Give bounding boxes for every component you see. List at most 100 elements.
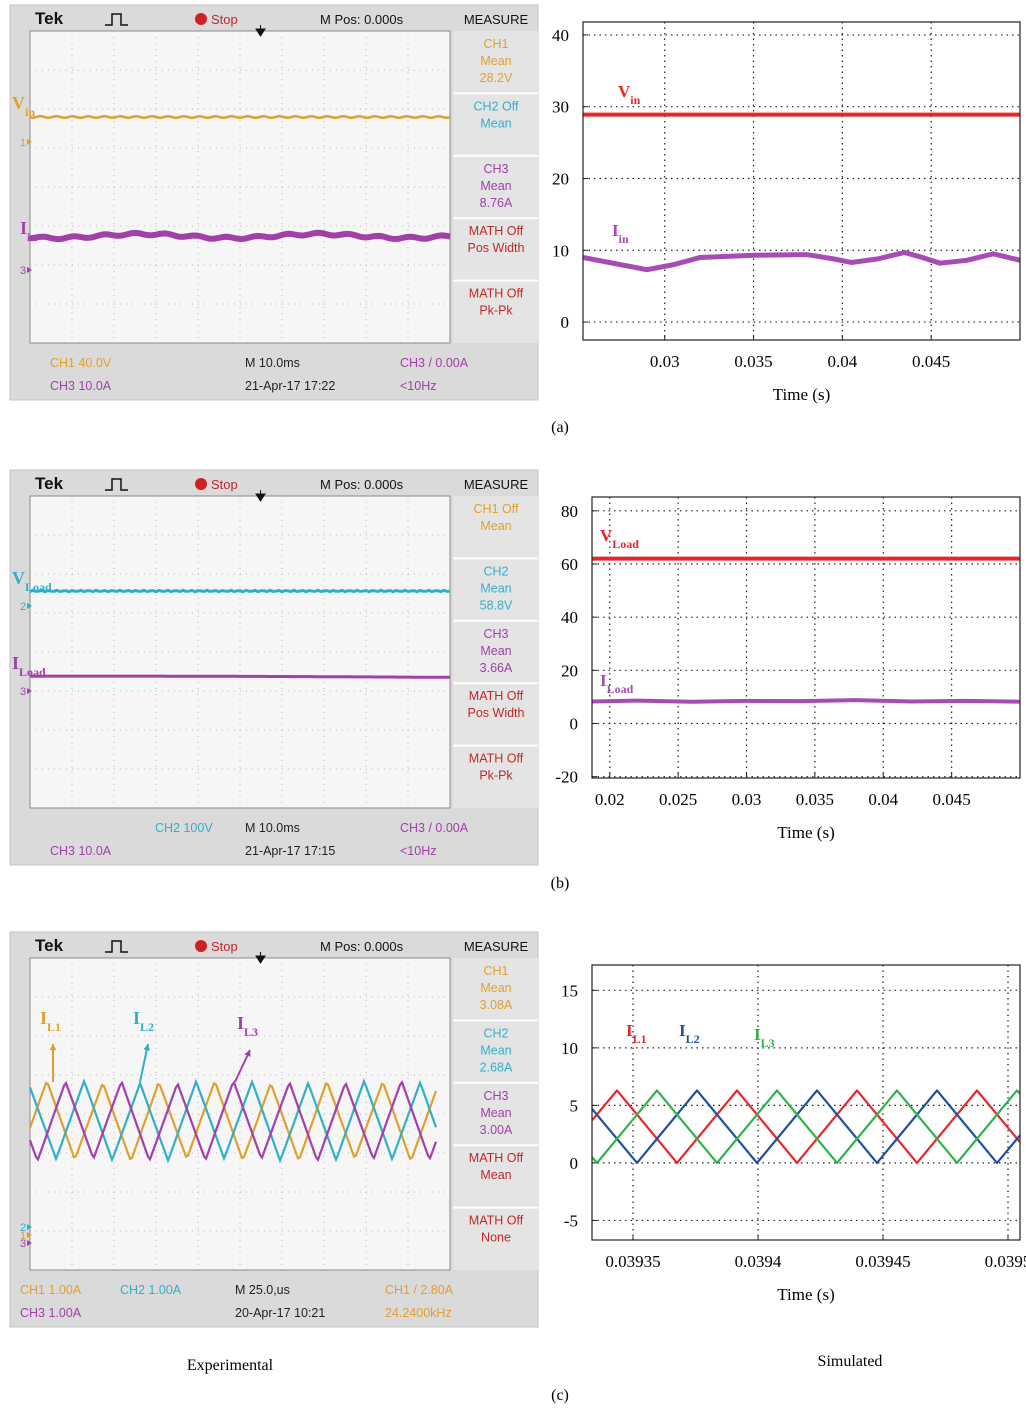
measure-text: MATH Off [469, 689, 524, 703]
measure-text: 3.00A [480, 1123, 513, 1137]
plot-area [583, 22, 1020, 340]
measure-text: 8.76A [480, 196, 513, 210]
channel-marker: 2 [20, 601, 26, 613]
signal-label-subscript: in [27, 230, 37, 244]
measure-text: Mean [480, 116, 511, 130]
scope-footer-text: CH3 1.00A [20, 1306, 82, 1320]
x-axis-label: Time (s) [777, 823, 834, 842]
scope-status: Stop [211, 477, 238, 492]
scope-footer-text: CH3 10.0A [50, 379, 112, 393]
measure-text: MATH Off [469, 224, 524, 238]
x-tick-label: 0.0395 [985, 1252, 1026, 1271]
caption: Experimental [187, 1357, 274, 1374]
measure-text: None [481, 1231, 511, 1245]
oscilloscope-screenshot: TekStopM Pos: 0.000sMEASURECH1 OffMeanCH… [10, 470, 538, 865]
scope-footer-text: 21-Apr-17 17:15 [245, 844, 335, 858]
signal-label-name: V [12, 93, 25, 113]
scope-mpos: M Pos: 0.000s [320, 939, 404, 954]
scope-footer-text: M 10.0ms [245, 821, 300, 835]
measure-text: Mean [480, 581, 511, 595]
scope-footer-text: CH2 1.00A [120, 1283, 182, 1297]
x-tick-label: 0.03935 [605, 1252, 660, 1271]
x-tick-label: 0.025 [659, 790, 697, 809]
measure-text: CH1 [483, 37, 508, 51]
measure-text: CH1 Off [474, 502, 519, 516]
measure-text: Mean [480, 644, 511, 658]
x-tick-label: 0.03 [650, 352, 680, 371]
scope-brand: Tek [35, 936, 64, 955]
channel-marker: 3 [20, 1238, 26, 1250]
oscilloscope-screenshot: TekStopM Pos: 0.000sMEASURECH1Mean3.08AC… [10, 932, 538, 1327]
x-tick-label: 0.03945 [855, 1252, 910, 1271]
scope-footer-text: <10Hz [400, 844, 436, 858]
stop-indicator [195, 478, 207, 490]
measure-text: Pos Width [468, 241, 525, 255]
channel-marker: 1 [20, 137, 26, 149]
scope-footer-text: CH3 10.0A [50, 844, 112, 858]
measure-text: Pos Width [468, 706, 525, 720]
y-tick-label: 10 [561, 1039, 578, 1058]
measure-text: Pk-Pk [479, 769, 513, 783]
page: body { margin: 0; background: #fff; font… [0, 0, 1026, 1408]
y-tick-label: 80 [561, 502, 578, 521]
page-body: {"chart_data": [ {"type": "line", "xlabe… [0, 0, 1026, 1408]
measure-text: Mean [480, 1168, 511, 1182]
scope-footer-text: 20-Apr-17 10:21 [235, 1306, 325, 1320]
scope-footer-text: CH1 40.0V [50, 356, 112, 370]
x-axis-label: Time (s) [773, 385, 830, 404]
scope-footer-text: 24.2400kHz [385, 1306, 452, 1320]
stop-indicator [195, 940, 207, 952]
measure-text: CH3 [483, 627, 508, 641]
signal-label-subscript: in [25, 105, 35, 119]
scope-footer-text: CH3 / 0.00A [400, 821, 469, 835]
caption: (b) [551, 875, 570, 892]
measure-text: MATH Off [469, 1214, 524, 1228]
scope-status: Stop [211, 939, 238, 954]
measure-text: MATH Off [469, 752, 524, 766]
measure-text: 58.8V [480, 598, 513, 612]
y-tick-label: 0 [570, 715, 579, 734]
measure-text: 28.2V [480, 71, 513, 85]
series-label-subscript: in [630, 93, 640, 107]
y-tick-label: 10 [552, 241, 569, 260]
measure-title: MEASURE [464, 939, 529, 954]
y-tick-label: 60 [561, 555, 578, 574]
scope-footer-text: CH1 / 2.80A [385, 1283, 454, 1297]
scope-footer-text: CH1 1.00A [20, 1283, 82, 1297]
series-label-subscript: Load [607, 682, 634, 696]
y-tick-label: 5 [570, 1096, 579, 1115]
series-label-name: V [618, 82, 631, 101]
y-tick-label: -5 [564, 1211, 578, 1230]
scope-status: Stop [211, 12, 238, 27]
x-tick-label: 0.045 [912, 352, 950, 371]
x-tick-label: 0.02 [595, 790, 625, 809]
caption: Simulated [818, 1353, 883, 1370]
channel-marker: 3 [20, 686, 26, 698]
measure-text: MATH Off [469, 1151, 524, 1165]
y-tick-label: 0 [570, 1154, 579, 1173]
scope-trace [30, 590, 450, 591]
y-tick-label: 40 [552, 26, 569, 45]
signal-label-name: I [12, 653, 19, 673]
caption: (a) [551, 419, 569, 436]
y-tick-label: 15 [561, 981, 578, 1000]
y-tick-label: 20 [552, 169, 569, 188]
measure-text: CH2 [483, 1026, 508, 1040]
measure-text: Mean [480, 1106, 511, 1120]
x-tick-label: 0.045 [933, 790, 971, 809]
x-tick-label: 0.04 [868, 790, 898, 809]
series-label-subscript: L1 [633, 1032, 647, 1046]
y-tick-label: -20 [555, 768, 578, 787]
scope-trace [30, 676, 450, 677]
signal-label-name: I [40, 1008, 47, 1028]
series-line [592, 700, 1020, 702]
measure-text: Mean [480, 519, 511, 533]
x-axis-label: Time (s) [777, 1285, 834, 1304]
scope-footer-text: CH3 / 0.00A [400, 356, 469, 370]
measure-text: MATH Off [469, 287, 524, 301]
y-tick-label: 0 [561, 313, 570, 332]
measure-text: CH3 [483, 162, 508, 176]
series-label-subscript: Load [612, 537, 639, 551]
series-label-subscript: L2 [686, 1032, 700, 1046]
y-tick-label: 20 [561, 661, 578, 680]
